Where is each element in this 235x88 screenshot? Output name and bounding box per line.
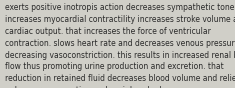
Text: exerts positive inotropis action decreases sympathetic tone
increases myocardial: exerts positive inotropis action decreas… [5,3,235,88]
